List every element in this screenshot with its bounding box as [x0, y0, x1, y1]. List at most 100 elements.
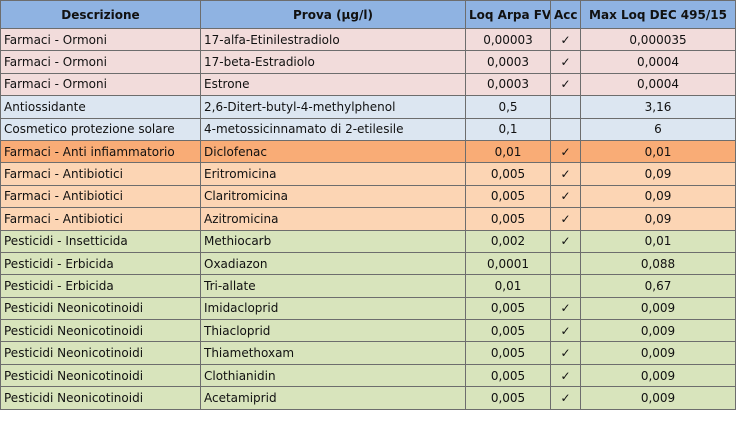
descrizione-cell: Farmaci - Ormoni [0, 50, 201, 74]
loq-arpa-cell: 0,005 [465, 207, 551, 231]
acc-check-cell: ✓ [550, 139, 581, 164]
prova-cell: Tri-allate [200, 274, 466, 298]
max-loq-cell: 0,01 [580, 139, 736, 164]
header-max-loq: Max Loq DEC 495/15 [580, 0, 736, 29]
loq-arpa-cell: 0,005 [465, 296, 551, 321]
max-loq-cell: 0,67 [580, 274, 736, 298]
prova-cell: Thiamethoxam [200, 341, 466, 365]
table-row: Cosmetico protezione solare 4-metossicinn… [0, 117, 736, 141]
acc-check-cell: ✓ [550, 162, 581, 186]
data-table: Descrizione Prova (µg/l) Loq Arpa FVG Ac… [0, 0, 736, 410]
acc-check-cell [550, 274, 581, 298]
header-descrizione: Descrizione [0, 0, 201, 29]
max-loq-cell: 0,009 [580, 341, 736, 365]
prova-cell: Claritromicina [200, 184, 466, 209]
table-row: Pesticidi - Erbicida Tri-allate 0,01 0,67 [0, 274, 736, 298]
max-loq-cell: 0,000035 [580, 27, 736, 52]
loq-arpa-cell: 0,01 [465, 139, 551, 164]
acc-check-cell: ✓ [550, 341, 581, 365]
acc-check-cell: ✓ [550, 363, 581, 388]
table-body: Farmaci - Ormoni 17-alfa-Etinilestradiolo… [0, 27, 736, 410]
descrizione-cell: Farmaci - Ormoni [0, 27, 201, 52]
max-loq-cell: 0,01 [580, 229, 736, 253]
descrizione-cell: Farmaci - Antibiotici [0, 184, 201, 209]
max-loq-cell: 3,16 [580, 95, 736, 119]
prova-cell: Azitromicina [200, 207, 466, 231]
loq-arpa-cell: 0,005 [465, 363, 551, 388]
acc-check-cell: ✓ [550, 50, 581, 74]
acc-check-cell: ✓ [550, 319, 581, 343]
loq-arpa-cell: 0,0001 [465, 251, 551, 276]
acc-check-cell [550, 251, 581, 276]
descrizione-cell: Pesticidi - Erbicida [0, 274, 201, 298]
acc-check-cell: ✓ [550, 184, 581, 209]
descrizione-cell: Pesticidi Neonicotinoidi [0, 363, 201, 388]
prova-cell: Clothianidin [200, 363, 466, 388]
table-row: Farmaci - Antibiotici Claritromicina 0,005… [0, 184, 736, 209]
loq-arpa-cell: 0,0003 [465, 50, 551, 74]
descrizione-cell: Pesticidi - Insetticida [0, 229, 201, 253]
table-row: Farmaci - Antibiotici Eritromicina 0,005 ✓ 0… [0, 162, 736, 186]
loq-arpa-cell: 0,00003 [465, 27, 551, 52]
table-row: Pesticidi Neonicotinoidi Imidacloprid 0,00… [0, 296, 736, 321]
acc-check-cell: ✓ [550, 27, 581, 52]
max-loq-cell: 0,009 [580, 296, 736, 321]
descrizione-cell: Cosmetico protezione solare [0, 117, 201, 141]
table-row: Pesticidi Neonicotinoidi Thiacloprid 0,005… [0, 319, 736, 343]
prova-cell: Estrone [200, 72, 466, 97]
descrizione-cell: Pesticidi - Erbicida [0, 251, 201, 276]
table-header: Descrizione Prova (µg/l) Loq Arpa FVG Ac… [0, 0, 736, 29]
header-row: Descrizione Prova (µg/l) Loq Arpa FVG Ac… [0, 0, 736, 29]
loq-arpa-cell: 0,002 [465, 229, 551, 253]
prova-cell: Oxadiazon [200, 251, 466, 276]
header-prova: Prova (µg/l) [200, 0, 466, 29]
descrizione-cell: Farmaci - Anti infiammatorio [0, 139, 201, 164]
acc-check-cell [550, 117, 581, 141]
descrizione-cell: Pesticidi Neonicotinoidi [0, 341, 201, 365]
max-loq-cell: 0,009 [580, 363, 736, 388]
max-loq-cell: 0,088 [580, 251, 736, 276]
loq-arpa-cell: 0,005 [465, 319, 551, 343]
prova-cell: 17-alfa-Etinilestradiolo [200, 27, 466, 52]
loq-arpa-cell: 0,5 [465, 95, 551, 119]
max-loq-cell: 0,09 [580, 207, 736, 231]
table-row: Farmaci - Anti infiammatorio Diclofenac 0,… [0, 139, 736, 164]
table-row: Pesticidi Neonicotinoidi Thiamethoxam 0,00… [0, 341, 736, 365]
table-row: Farmaci - Antibiotici Azitromicina 0,005 ✓ 0… [0, 207, 736, 231]
loq-arpa-cell: 0,0003 [465, 72, 551, 97]
table-row: Pesticidi Neonicotinoidi Clothianidin 0,00… [0, 363, 736, 388]
prova-cell: Eritromicina [200, 162, 466, 186]
max-loq-cell: 0,09 [580, 184, 736, 209]
descrizione-cell: Pesticidi Neonicotinoidi [0, 319, 201, 343]
max-loq-cell: 0,0004 [580, 72, 736, 97]
prova-cell: 2,6-Ditert-butyl-4-methylphenol [200, 95, 466, 119]
acc-check-cell: ✓ [550, 386, 581, 410]
prova-cell: Diclofenac [200, 139, 466, 164]
descrizione-cell: Pesticidi Neonicotinoidi [0, 386, 201, 410]
header-acc: Acc [550, 0, 581, 29]
table-row: Pesticidi Neonicotinoidi Acetamiprid 0,005… [0, 386, 736, 410]
loq-arpa-cell: 0,01 [465, 274, 551, 298]
table-row: Farmaci - Ormoni Estrone 0,0003 ✓ 0,0004 [0, 72, 736, 97]
table-row: Antiossidante 2,6-Ditert-butyl-4-methylph… [0, 95, 736, 119]
descrizione-cell: Farmaci - Ormoni [0, 72, 201, 97]
loq-arpa-cell: 0,1 [465, 117, 551, 141]
loq-arpa-cell: 0,005 [465, 341, 551, 365]
descrizione-cell: Farmaci - Antibiotici [0, 162, 201, 186]
table-row: Farmaci - Ormoni 17-beta-Estradiolo 0,0003… [0, 50, 736, 74]
loq-arpa-cell: 0,005 [465, 162, 551, 186]
descrizione-cell: Pesticidi Neonicotinoidi [0, 296, 201, 321]
table-row: Farmaci - Ormoni 17-alfa-Etinilestradiolo… [0, 27, 736, 52]
prova-cell: Methiocarb [200, 229, 466, 253]
max-loq-cell: 0,009 [580, 386, 736, 410]
table-row: Pesticidi - Insetticida Methiocarb 0,002 ✓ 0… [0, 229, 736, 253]
acc-check-cell: ✓ [550, 207, 581, 231]
descrizione-cell: Antiossidante [0, 95, 201, 119]
max-loq-cell: 0,009 [580, 319, 736, 343]
prova-cell: Acetamiprid [200, 386, 466, 410]
loq-arpa-cell: 0,005 [465, 386, 551, 410]
table-row: Pesticidi - Erbicida Oxadiazon 0,0001 0,088 [0, 251, 736, 276]
prova-cell: 17-beta-Estradiolo [200, 50, 466, 74]
descrizione-cell: Farmaci - Antibiotici [0, 207, 201, 231]
acc-check-cell: ✓ [550, 229, 581, 253]
